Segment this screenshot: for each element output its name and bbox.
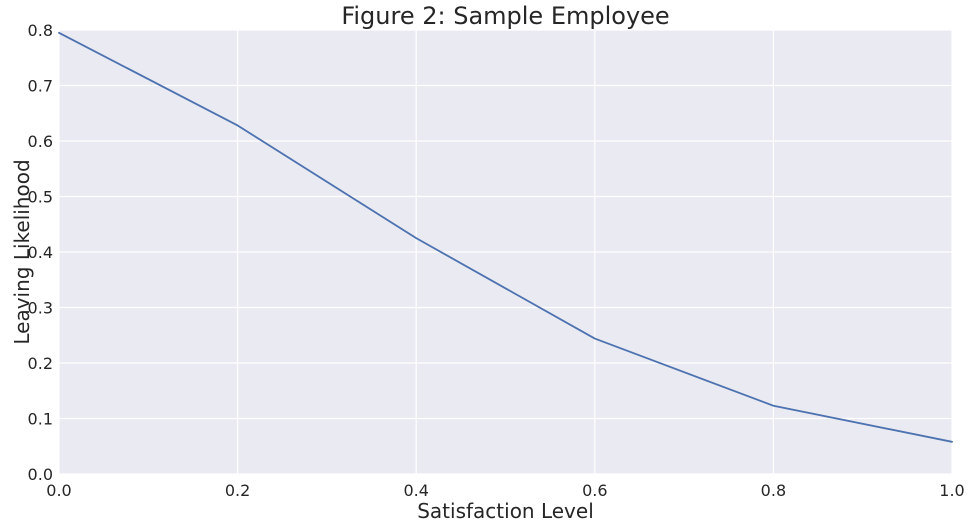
y-tick-label: 0.6 xyxy=(28,132,53,151)
x-tick-label: 0.8 xyxy=(761,481,786,500)
x-tick-label: 0.4 xyxy=(403,481,428,500)
y-tick-label: 0.3 xyxy=(28,299,53,318)
y-tick-label: 0.1 xyxy=(28,410,53,429)
y-tick-label: 0.8 xyxy=(28,21,53,40)
y-tick-label: 0.4 xyxy=(28,243,53,262)
grid xyxy=(58,29,953,475)
y-tick-label: 0.0 xyxy=(28,465,53,484)
chart-title: Figure 2: Sample Employee xyxy=(341,2,669,30)
y-tick-label: 0.2 xyxy=(28,354,53,373)
x-tick-label: 0.2 xyxy=(225,481,250,500)
tick-labels: 0.0 0.2 0.4 0.6 0.8 1.0 0.0 0.1 0.2 0.3 0.4 0.5 0.6 0… xyxy=(28,21,965,500)
series-line xyxy=(58,31,953,443)
x-tick-label: 0.0 xyxy=(46,481,71,500)
x-tick-label: 1.0 xyxy=(939,481,964,500)
y-tick-label: 0.7 xyxy=(28,77,53,96)
y-axis-label: Leaving Likelihood xyxy=(10,159,34,344)
x-axis-label: Satisfaction Level xyxy=(417,499,594,523)
x-tick-label: 0.6 xyxy=(582,481,607,500)
series-layer xyxy=(58,31,953,443)
y-tick-label: 0.5 xyxy=(28,188,53,207)
